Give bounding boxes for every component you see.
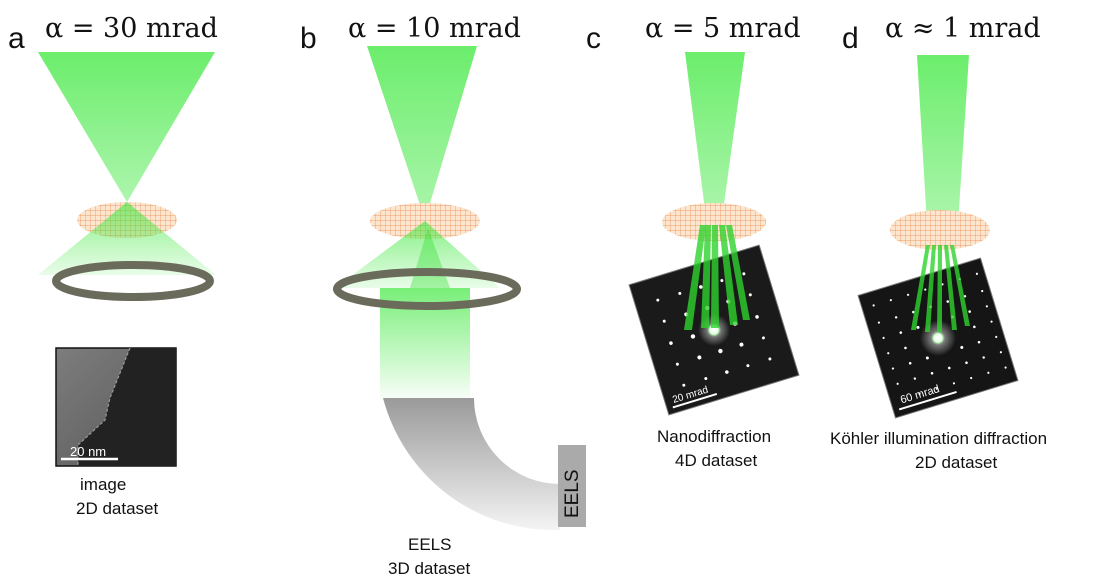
diffraction-pattern: 60 mrad xyxy=(857,257,1019,419)
panel-b: b α = 10 mrad EELS EELS 3D dataset xyxy=(300,13,586,578)
caption-d-line2: 2D dataset xyxy=(915,453,997,472)
scale-bar xyxy=(898,390,957,411)
eels-detector-label: EELS xyxy=(562,469,583,518)
caption-a-line2: 2D dataset xyxy=(76,499,158,518)
scale-bar xyxy=(672,393,718,409)
panel-a: a α = 30 mrad 20 nm image 2D dataset xyxy=(8,13,218,518)
transmitted-beam-cone xyxy=(38,202,216,275)
caption-b-line2: 3D dataset xyxy=(388,559,470,578)
diffraction-pattern: 20 mrad xyxy=(628,244,800,416)
panel-d: d α ≈ 1 mrad 60 mrad xyxy=(830,13,1047,472)
annular-detector xyxy=(52,261,214,301)
specimen xyxy=(662,203,766,241)
diffracted-beams xyxy=(684,225,750,330)
central-spot xyxy=(931,331,945,345)
caption-c-line1: Nanodiffraction xyxy=(657,427,771,446)
eels-detector xyxy=(558,445,586,527)
panel-letter-a: a xyxy=(8,22,25,55)
panel-letter-c: c xyxy=(586,22,601,55)
annular-detector xyxy=(333,268,521,310)
stem-image: 20 nm xyxy=(55,347,177,467)
scale-bar-label: 20 nm xyxy=(70,444,106,459)
specimen xyxy=(890,210,990,250)
diffracted-beams xyxy=(911,245,970,332)
convergent-beam-cone xyxy=(367,46,477,220)
caption-d-line1: Köhler illumination diffraction xyxy=(830,429,1047,448)
alpha-label-c: α = 5 mrad xyxy=(645,13,801,44)
parallel-beam xyxy=(917,55,969,225)
caption-b-line1: EELS xyxy=(408,535,451,554)
alpha-label-d: α ≈ 1 mrad xyxy=(885,13,1041,44)
convergent-beam-cone xyxy=(685,52,745,218)
convergent-beam-cone xyxy=(38,52,215,202)
panel-letter-d: d xyxy=(842,22,859,55)
caption-c-line2: 4D dataset xyxy=(675,451,757,470)
panel-c: c α = 5 mrad 20 mrad Nanodiffr xyxy=(586,13,801,470)
alpha-label-b: α = 10 mrad xyxy=(348,13,521,44)
spectrometer-prism xyxy=(383,398,560,531)
alpha-label-a: α = 30 mrad xyxy=(45,13,218,44)
caption-a-line1: image xyxy=(80,475,126,494)
panel-letter-b: b xyxy=(300,22,317,55)
